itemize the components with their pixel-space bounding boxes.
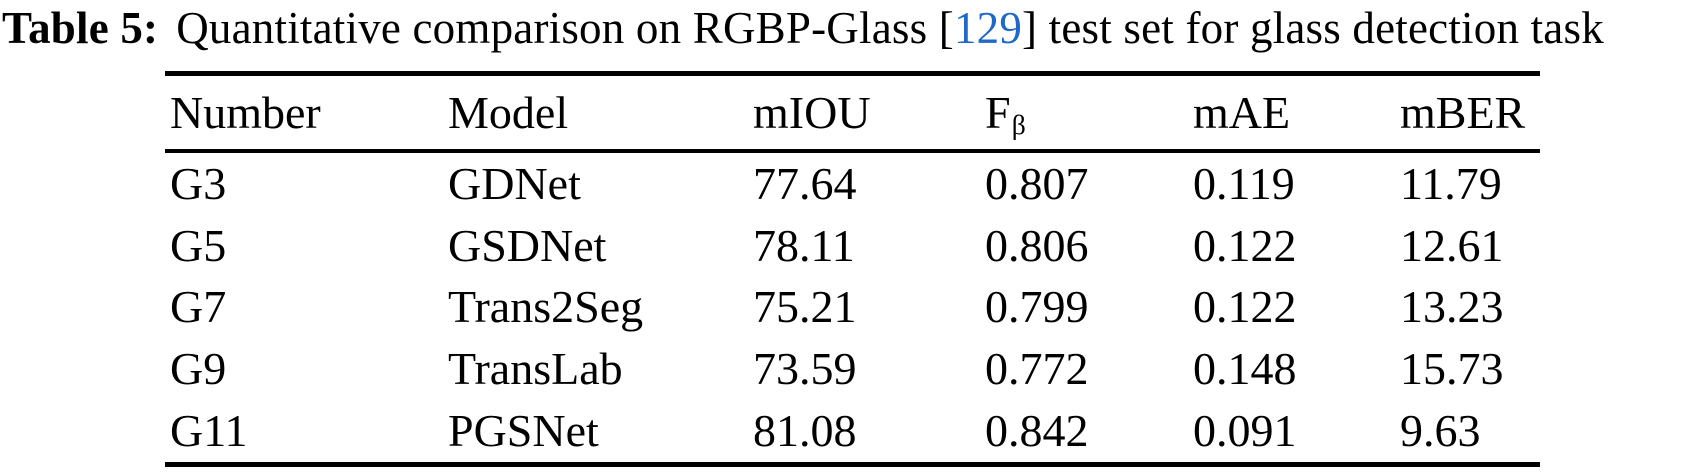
cell-mae: 0.119 <box>1193 157 1295 209</box>
cell-mber: 12.61 <box>1400 219 1504 271</box>
cell-mae: 0.148 <box>1193 343 1297 395</box>
cell-mae: 0.122 <box>1193 219 1297 271</box>
cell-mae: 0.091 <box>1193 405 1297 457</box>
table-row: G3 GDNet 77.64 0.807 0.119 11.79 <box>165 153 1540 215</box>
cell-number: G11 <box>170 405 248 457</box>
fbeta-label: F <box>985 86 1011 138</box>
cell-miou: 77.64 <box>753 157 857 209</box>
cell-mber: 9.63 <box>1400 405 1481 457</box>
column-header-miou: mIOU <box>753 86 871 138</box>
cell-fbeta: 0.772 <box>985 343 1089 395</box>
cell-number: G9 <box>170 343 227 395</box>
table-row: G5 GSDNet 78.11 0.806 0.122 12.61 <box>165 215 1540 277</box>
cell-number: G7 <box>170 281 227 333</box>
cell-fbeta: 0.799 <box>985 281 1089 333</box>
table-row: G7 Trans2Seg 75.21 0.799 0.122 13.23 <box>165 277 1540 339</box>
cell-model: Trans2Seg <box>448 281 644 333</box>
column-header-mae: mAE <box>1193 86 1291 138</box>
cell-fbeta: 0.842 <box>985 405 1089 457</box>
cell-fbeta: 0.807 <box>985 157 1089 209</box>
cell-mber: 11.79 <box>1400 157 1502 209</box>
table-caption-label: Table 5: <box>2 3 159 53</box>
cell-mber: 15.73 <box>1400 343 1504 395</box>
cell-model: GDNet <box>448 157 581 209</box>
cell-miou: 81.08 <box>753 405 857 457</box>
caption-text-after-citation: ] test set for glass detection task <box>1022 3 1604 53</box>
caption-text-before-citation: Quantitative comparison on RGBP-Glass [ <box>176 3 954 53</box>
cell-model: GSDNet <box>448 219 607 271</box>
column-header-number: Number <box>170 86 321 138</box>
table-row: G9 TransLab 73.59 0.772 0.148 15.73 <box>165 338 1540 400</box>
cell-miou: 78.11 <box>753 219 855 271</box>
table-caption: Table 5: Quantitative comparison on RGBP-… <box>2 2 1604 54</box>
results-table: Number Model mIOU Fβ mAE mBER G3 GDNet 7… <box>165 71 1540 467</box>
fbeta-subscript: β <box>1011 109 1026 141</box>
cell-number: G5 <box>170 219 227 271</box>
column-header-mber: mBER <box>1400 86 1526 138</box>
cell-miou: 73.59 <box>753 343 857 395</box>
cell-mae: 0.122 <box>1193 281 1297 333</box>
column-header-model: Model <box>448 86 569 138</box>
cell-mber: 13.23 <box>1400 281 1504 333</box>
table-row: G11 PGSNet 81.08 0.842 0.091 9.63 <box>165 400 1540 462</box>
table-header-row: Number Model mIOU Fβ mAE mBER <box>165 76 1540 153</box>
cell-miou: 75.21 <box>753 281 857 333</box>
cell-model: PGSNet <box>448 405 599 457</box>
cell-model: TransLab <box>448 343 623 395</box>
column-header-fbeta: Fβ <box>985 86 1193 139</box>
cell-number: G3 <box>170 157 227 209</box>
citation-link[interactable]: 129 <box>953 3 1023 53</box>
cell-fbeta: 0.806 <box>985 219 1089 271</box>
